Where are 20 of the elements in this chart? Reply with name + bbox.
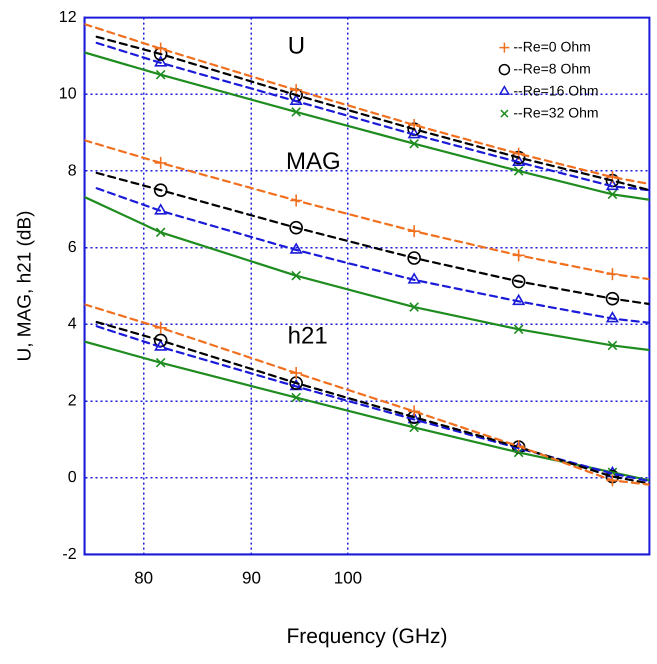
annotation: U [288,32,306,60]
y-tick-label: 2 [68,392,77,410]
y-tick-label: 12 [58,9,77,26]
legend-label: --Re=32 Ohm [513,104,599,120]
y-axis-title: U, MAG, h21 (dB) [14,210,36,362]
y-tick-label: 8 [68,162,77,180]
y-tick-label: 6 [68,239,77,256]
x-axis-title: Frequency (GHz) [286,625,448,648]
legend-label: --Re=0 Ohm [513,38,591,54]
x-tick-label: 100 [334,568,362,588]
y-tick-label: -2 [62,546,77,563]
legend-label: --Re=16 Ohm [513,82,599,98]
x-tick-label: 90 [242,568,261,588]
x-tick-label: 80 [134,568,154,588]
y-tick-label: 4 [68,316,77,333]
annotation: MAG [286,148,341,176]
y-tick-label: 10 [58,86,77,103]
y-tick-label: 0 [68,469,77,486]
annotation: h21 [288,322,328,350]
legend-label: --Re=8 Ohm [513,60,591,76]
